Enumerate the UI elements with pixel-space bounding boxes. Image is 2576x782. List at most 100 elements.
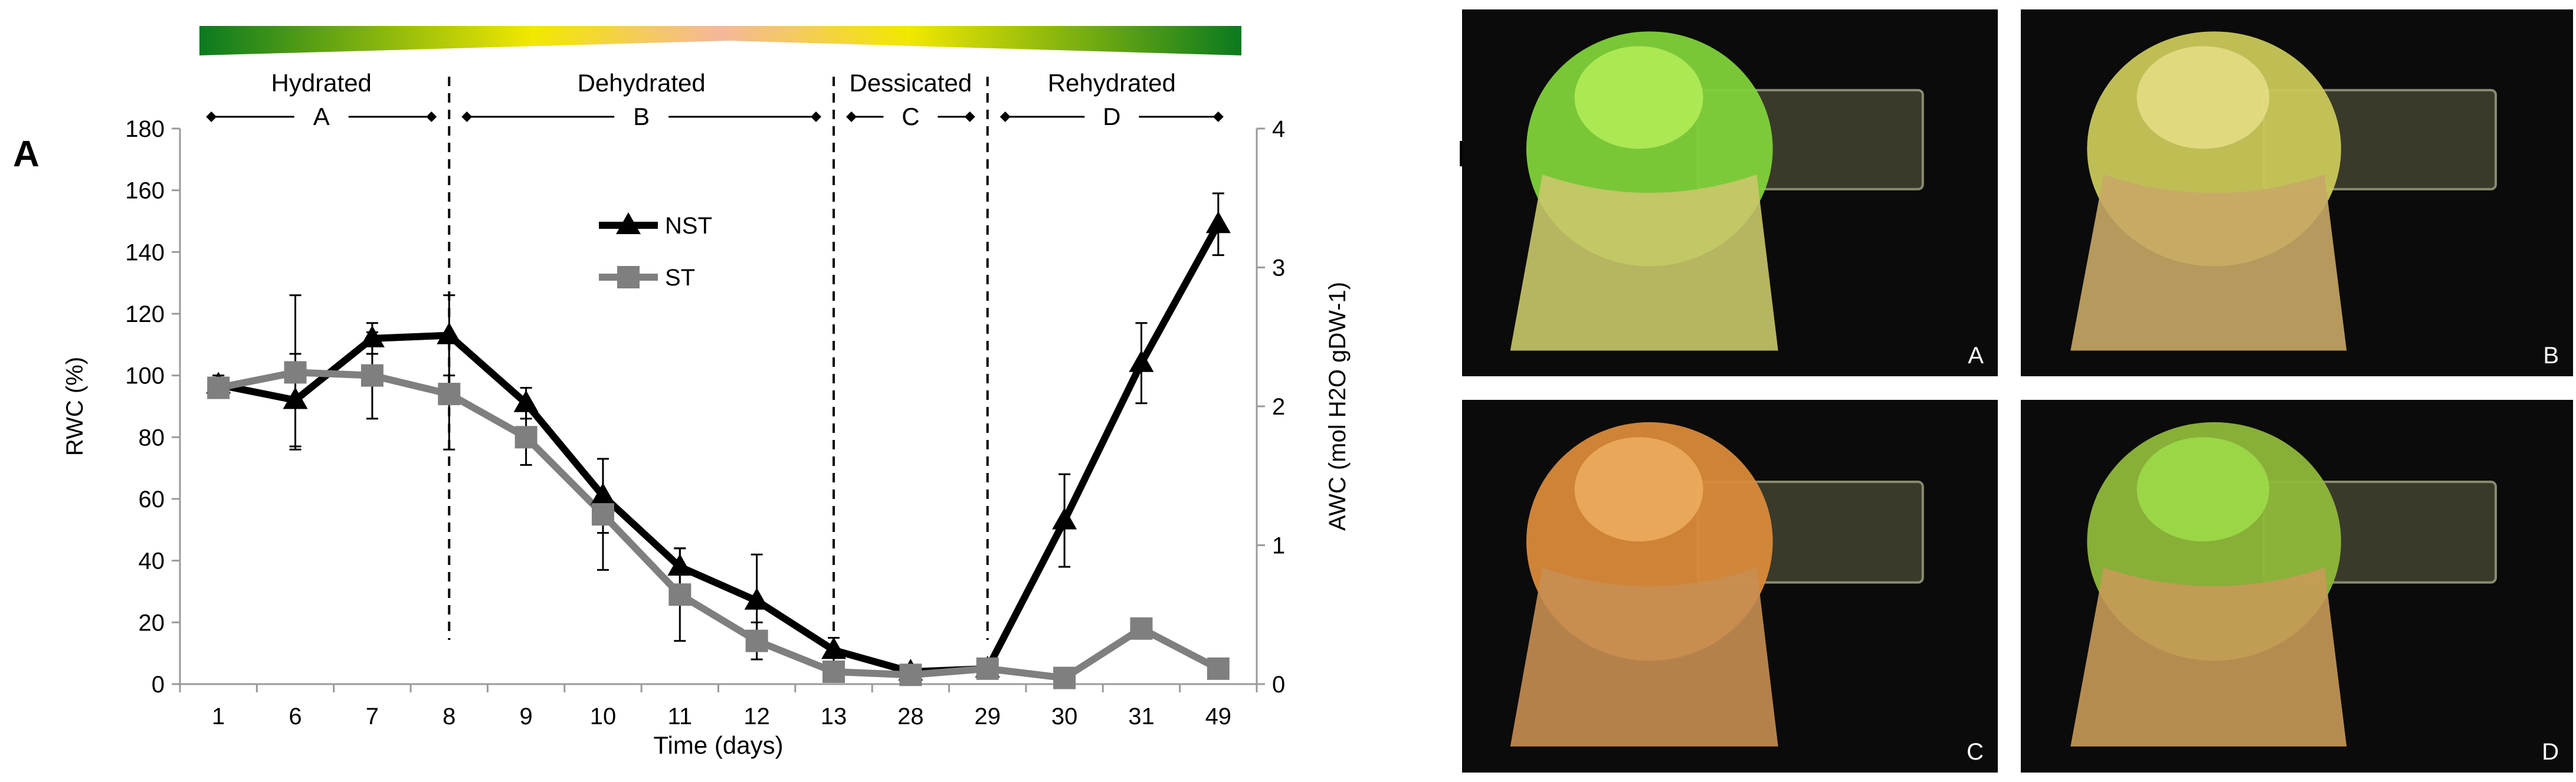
data-point-nst (821, 637, 847, 659)
y-tick-label: 60 (139, 487, 165, 512)
data-point-nst (590, 482, 615, 505)
photo-b: B (2021, 9, 2573, 376)
legend-marker-st (617, 266, 640, 288)
photo-d: D (2021, 400, 2573, 773)
phase-annotations: Hydrated A Dehydrated B Dessicated C Rehydrate… (206, 69, 1224, 640)
series-line-st (217, 369, 1220, 682)
roots-icon (1510, 567, 1778, 747)
x-tick-label: 8 (443, 704, 455, 730)
data-point-nst (513, 390, 539, 412)
data-point-st (438, 383, 461, 406)
y2-tick-label: 0 (1272, 672, 1285, 698)
data-point-st (1130, 617, 1153, 640)
roots-icon (1510, 174, 1778, 351)
phase-name: Dessicated (850, 69, 972, 97)
panel-label-a: A (13, 134, 40, 175)
y2-axis-title: AWC (mol H2O gDW-1) (1325, 282, 1351, 531)
x-tick-label: 6 (289, 704, 301, 730)
grass-highlight-icon (1574, 437, 1703, 542)
legend-label-nst: NST (665, 213, 712, 239)
phase-bracket-diamond (846, 111, 857, 122)
x-axis-title: Time (days) (653, 731, 783, 759)
data-point-nst (359, 325, 385, 347)
phase-bracket-diamond (964, 111, 975, 122)
y-tick-label: 40 (139, 548, 165, 574)
phase-letter: D (1103, 103, 1120, 130)
photo-letter: A (1968, 343, 1984, 369)
x-tick-label: 11 (668, 704, 693, 730)
data-point-st (514, 426, 538, 449)
data-point-st (822, 661, 845, 684)
y2-tick-label: 3 (1272, 255, 1285, 281)
data-point-nst (283, 387, 308, 409)
y-tick-label: 180 (125, 116, 165, 142)
phase-name: Rehydrated (1048, 69, 1176, 97)
data-point-st (668, 583, 691, 606)
phase-bracket-diamond (206, 111, 217, 122)
x-tick-label: 7 (366, 704, 379, 730)
data-point-nst (1052, 507, 1077, 530)
phase-bracket-diamond (461, 111, 473, 122)
y-tick-label: 80 (139, 425, 165, 451)
data-point-nst (667, 554, 693, 576)
series-line-nst (217, 222, 1222, 676)
phase-gradient-bar (199, 26, 1241, 55)
phase-bracket-diamond (1212, 111, 1224, 122)
y-tick-label: 100 (125, 363, 165, 389)
phase-bracket-diamond (811, 111, 822, 122)
photo-panel-svg: B A B C D (1457, 9, 2573, 773)
y-tick-label: 20 (139, 610, 165, 636)
data-point-st (207, 376, 230, 399)
photo-panel: B A B C D (1457, 0, 2576, 779)
data-point-st (899, 663, 922, 686)
x-tick-label: 10 (590, 704, 617, 730)
y2-tick-label: 2 (1272, 394, 1285, 420)
data-point-st (360, 364, 384, 387)
photo-grid: A B C D (1462, 9, 2573, 773)
grass-highlight-icon (1574, 46, 1703, 149)
photo-c: C (1462, 400, 1998, 773)
phase-letter: C (902, 103, 919, 130)
data-point-nst (744, 587, 769, 610)
x-tick-label: 1 (212, 704, 225, 730)
y-tick-label: 0 (152, 672, 165, 698)
grass-highlight-icon (2136, 46, 2270, 149)
y-tick-label: 160 (125, 178, 165, 204)
legend-label-st: ST (665, 265, 695, 291)
x-tick-label: 28 (897, 704, 924, 730)
roots-icon (2070, 174, 2347, 351)
phase-letter: A (313, 103, 330, 130)
x-tick-label: 30 (1051, 704, 1078, 730)
data-point-nst (437, 322, 462, 344)
phase-name: Dehydrated (578, 69, 706, 97)
x-tick-label: 9 (519, 704, 532, 730)
roots-icon (2070, 567, 2347, 747)
data-point-st (591, 503, 614, 526)
x-tick-label: 12 (743, 704, 770, 730)
x-tick-label: 13 (821, 704, 847, 730)
y2-tick-label: 1 (1272, 533, 1285, 559)
x-tick-label: 49 (1205, 704, 1232, 730)
data-series (206, 192, 1231, 689)
y2-tick-label: 4 (1272, 116, 1285, 142)
phase-bracket-diamond (426, 111, 437, 122)
data-point-st (1053, 666, 1076, 689)
phase-letter: B (633, 103, 650, 130)
data-point-st (976, 657, 999, 680)
photo-letter: C (1967, 739, 1984, 765)
rwc-chart: A Hydrated A Dehydrated B Dessicated C Rehydra… (13, 26, 1351, 759)
data-point-st (745, 629, 768, 652)
legend: NST ST (599, 212, 712, 291)
data-point-st (284, 361, 307, 384)
y-tick-label: 140 (125, 239, 165, 265)
photo-a: A (1462, 9, 1998, 376)
photo-letter: B (2543, 343, 2559, 369)
y-axis-title: RWC (%) (62, 357, 88, 456)
data-point-nst (1205, 211, 1231, 234)
legend-marker-nst (616, 212, 641, 234)
phase-bracket-diamond (999, 111, 1011, 122)
data-point-st (1207, 657, 1230, 680)
x-tick-label: 29 (975, 704, 1001, 730)
y-tick-label: 120 (125, 301, 165, 327)
